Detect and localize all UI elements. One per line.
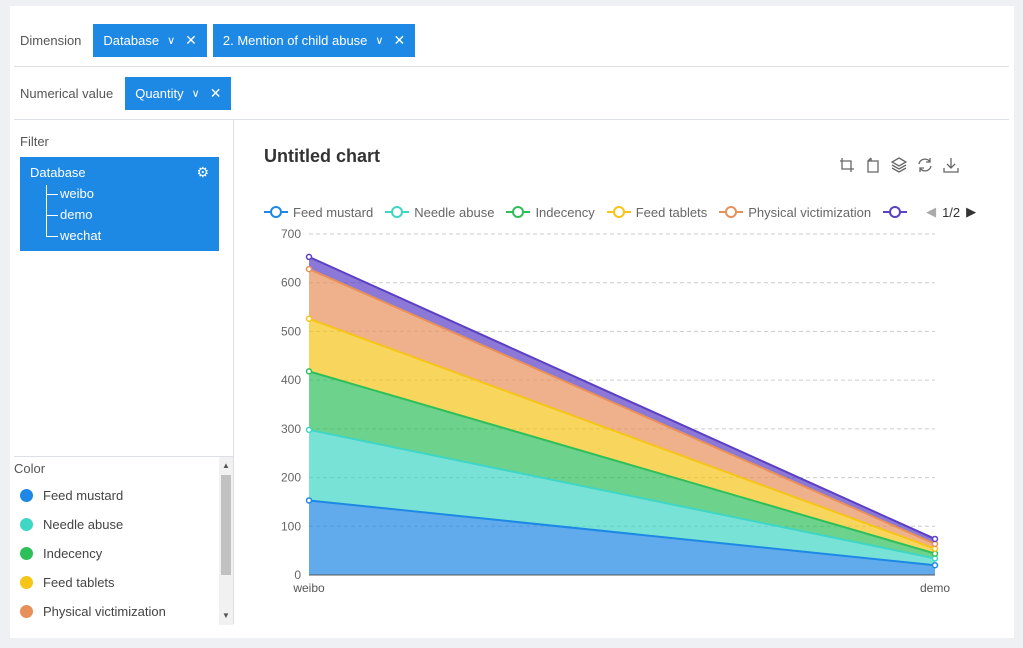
scroll-down-arrow-icon[interactable]: ▼	[222, 611, 230, 620]
color-swatch	[20, 546, 33, 560]
color-title: Color	[14, 461, 46, 476]
gear-icon[interactable]: ⚙	[196, 164, 209, 180]
legend-symbol	[506, 205, 531, 219]
legend-label: Needle abuse	[414, 204, 495, 220]
legend-pager: ◀ 1/2 ▶	[920, 204, 982, 220]
pill-label: Database	[103, 33, 160, 48]
legend-item[interactable]: Needle abuse	[385, 205, 494, 220]
tree-connector	[46, 236, 58, 237]
legend-symbol	[385, 205, 410, 219]
legend-label: Feed mustard	[293, 204, 374, 220]
chevron-down-icon[interactable]: ∨	[191, 88, 200, 100]
legend-item[interactable]: Feed mustard	[264, 205, 373, 220]
color-swatch	[20, 604, 33, 618]
numerical-label: Numerical value	[20, 86, 114, 101]
tree-connector	[46, 215, 58, 216]
color-item[interactable]: Physical victimization	[20, 601, 166, 621]
numerical-pill-quantity[interactable]: Quantity ∨ ✕	[125, 77, 232, 110]
color-item-label: Physical victimization	[43, 603, 166, 619]
pill-label: Quantity	[135, 86, 184, 101]
scrollbar[interactable]: ▲ ▼	[219, 457, 233, 625]
legend-item[interactable]	[883, 205, 912, 219]
legend-item[interactable]: Indecency	[506, 204, 595, 220]
scroll-thumb[interactable]	[221, 475, 231, 575]
zoom-icon[interactable]	[834, 154, 860, 176]
legend-item[interactable]: Feed tablets	[606, 204, 708, 220]
color-item-label: Needle abuse	[43, 516, 124, 532]
tree-root-database[interactable]: Database	[30, 165, 86, 180]
legend-symbol	[883, 205, 908, 219]
color-item-label: Feed mustard	[43, 487, 124, 503]
legend-symbol	[264, 205, 288, 219]
color-swatch	[20, 517, 33, 531]
close-icon[interactable]: ✕	[185, 32, 197, 48]
filter-title: Filter	[20, 134, 49, 149]
chart-legend: Feed mustard Needle abuse Indecency Feed…	[264, 202, 982, 222]
next-page-icon[interactable]: ▶	[966, 204, 977, 219]
download-icon[interactable]	[938, 154, 964, 176]
color-panel: Color Feed mustard Needle abuse Indecenc…	[14, 456, 233, 625]
color-item[interactable]: Feed mustard	[20, 485, 123, 505]
chevron-down-icon[interactable]: ∨	[375, 35, 384, 47]
dimension-label: Dimension	[20, 33, 82, 48]
tree-item-demo[interactable]: demo	[60, 207, 93, 222]
left-panel: Filter Database ⚙ weibo demo wechat Colo…	[14, 120, 234, 625]
color-item[interactable]: Needle abuse	[20, 514, 123, 534]
color-swatch	[20, 488, 33, 502]
tree-connector	[46, 194, 58, 195]
dimension-pill-database[interactable]: Database ∨ ✕	[93, 24, 207, 57]
tree-item-weibo[interactable]: weibo	[60, 186, 94, 201]
legend-symbol	[606, 205, 631, 219]
color-swatch	[20, 575, 33, 589]
scroll-up-arrow-icon[interactable]: ▲	[222, 461, 230, 470]
chart-toolbar	[834, 154, 964, 176]
color-item-label: Indecency	[43, 545, 103, 561]
tree-item-wechat[interactable]: wechat	[60, 228, 102, 243]
dimension-row: Dimension Database ∨ ✕ 2. Mention of chi…	[14, 15, 1009, 67]
tree-connector	[46, 185, 47, 237]
numerical-row: Numerical value Quantity ∨ ✕	[14, 68, 1009, 120]
color-item-label: Feed tablets	[43, 574, 115, 590]
chart-title: Untitled chart	[264, 146, 381, 166]
close-icon[interactable]: ✕	[393, 32, 406, 48]
legend-label: Physical victimization	[748, 204, 872, 220]
legend-label: Indecency	[535, 204, 595, 220]
close-icon[interactable]: ✕	[209, 85, 222, 101]
dimension-pill-child-abuse[interactable]: 2. Mention of child abuse ∨ ✕	[212, 24, 416, 57]
pill-label: 2. Mention of child abuse	[222, 33, 368, 48]
chevron-down-icon[interactable]: ∨	[167, 35, 176, 47]
color-item[interactable]: Indecency	[20, 543, 102, 563]
legend-label: Feed tablets	[635, 204, 708, 220]
legend-item[interactable]: Physical victimization	[719, 205, 871, 220]
legend-page-indicator: 1/2	[942, 204, 961, 220]
prev-page-icon[interactable]: ◀	[926, 204, 937, 219]
data-view-icon[interactable]	[886, 154, 912, 176]
legend-symbol	[719, 205, 744, 219]
filter-tree[interactable]: Database ⚙ weibo demo wechat	[20, 157, 219, 251]
color-item[interactable]: Feed tablets	[20, 572, 115, 592]
refresh-icon[interactable]	[912, 154, 938, 176]
zoom-reset-icon[interactable]	[860, 154, 886, 176]
